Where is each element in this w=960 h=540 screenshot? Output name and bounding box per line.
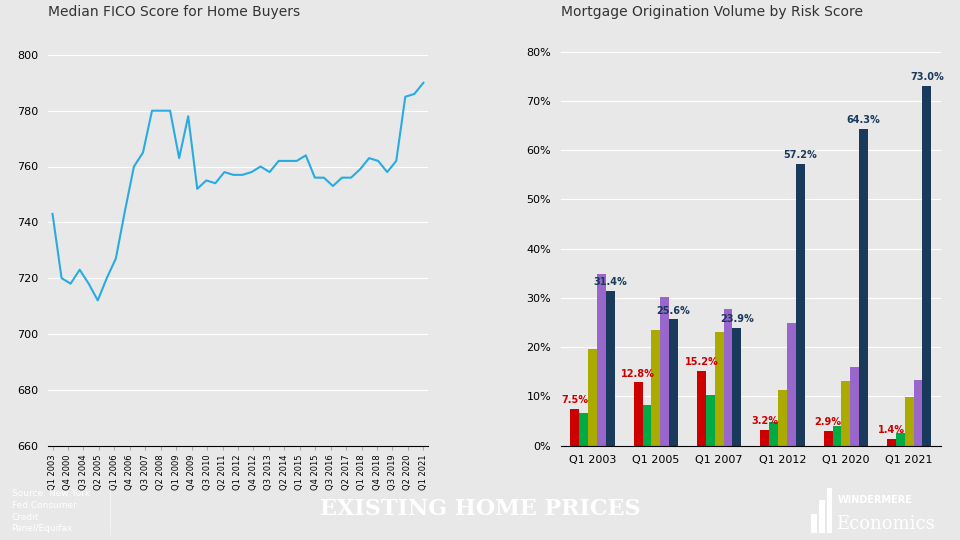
Text: Economics: Economics bbox=[836, 515, 935, 533]
Bar bbox=[914, 380, 923, 446]
Text: 23.9%: 23.9% bbox=[720, 314, 754, 324]
Text: 64.3%: 64.3% bbox=[847, 115, 880, 125]
Bar bbox=[778, 390, 787, 445]
Bar bbox=[588, 349, 597, 445]
Bar bbox=[660, 297, 669, 445]
Bar bbox=[597, 274, 606, 446]
Bar bbox=[851, 367, 859, 446]
Bar bbox=[760, 430, 769, 446]
Bar bbox=[769, 422, 778, 446]
Bar bbox=[841, 381, 851, 445]
Bar bbox=[787, 323, 796, 446]
Text: 1.4%: 1.4% bbox=[877, 424, 905, 435]
Bar bbox=[827, 488, 832, 532]
Text: 31.4%: 31.4% bbox=[593, 277, 627, 287]
Bar bbox=[652, 330, 660, 446]
Text: Median FICO Score for Home Buyers: Median FICO Score for Home Buyers bbox=[48, 5, 300, 19]
Bar bbox=[904, 397, 914, 446]
Bar bbox=[923, 86, 931, 446]
Bar bbox=[570, 409, 579, 446]
Bar bbox=[634, 382, 642, 446]
Bar bbox=[642, 405, 652, 446]
Text: 73.0%: 73.0% bbox=[910, 72, 944, 82]
Text: EXISTING HOME PRICES: EXISTING HOME PRICES bbox=[320, 498, 640, 520]
Bar bbox=[724, 309, 732, 446]
Text: Mortgage Origination Volume by Risk Score: Mortgage Origination Volume by Risk Scor… bbox=[561, 5, 863, 19]
Bar bbox=[715, 332, 724, 446]
Bar bbox=[669, 320, 678, 446]
Text: 7.5%: 7.5% bbox=[562, 395, 588, 404]
Bar bbox=[706, 395, 715, 446]
Bar bbox=[819, 500, 825, 532]
Text: 57.2%: 57.2% bbox=[783, 150, 817, 160]
Bar bbox=[832, 426, 841, 445]
Bar bbox=[859, 129, 868, 446]
Bar bbox=[796, 164, 804, 446]
Bar bbox=[824, 431, 832, 446]
Bar bbox=[606, 291, 614, 446]
Bar bbox=[896, 433, 904, 446]
Text: Source: New York
Fed Consumer
Credit
Panel/Equifax: Source: New York Fed Consumer Credit Pan… bbox=[12, 489, 89, 534]
Bar bbox=[732, 328, 741, 445]
Bar bbox=[579, 414, 588, 445]
Text: 25.6%: 25.6% bbox=[657, 306, 690, 315]
Bar bbox=[811, 514, 817, 532]
Bar bbox=[887, 438, 896, 445]
Bar bbox=[697, 370, 706, 446]
Text: 12.8%: 12.8% bbox=[621, 368, 655, 379]
Text: 2.9%: 2.9% bbox=[815, 417, 842, 427]
Text: 3.2%: 3.2% bbox=[752, 416, 779, 426]
Text: WINDERMERE: WINDERMERE bbox=[838, 495, 913, 505]
Text: 15.2%: 15.2% bbox=[684, 357, 718, 367]
